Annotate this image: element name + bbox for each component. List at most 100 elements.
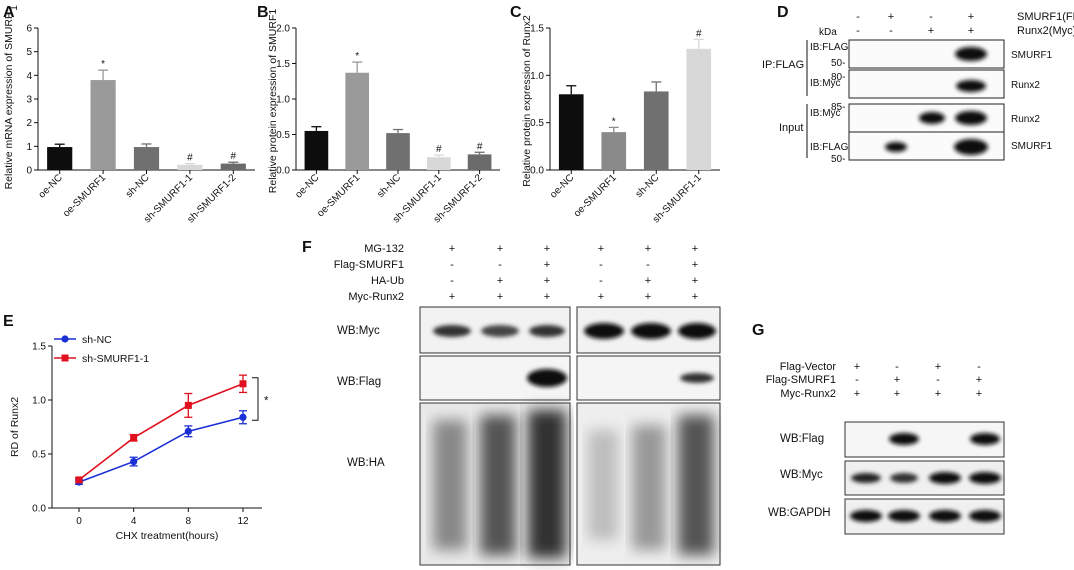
condition-sign: - [889, 25, 893, 37]
condition-sign: + [888, 11, 894, 23]
condition-label: Myc-Runx2 [348, 291, 404, 303]
y-tick-label: 3 [26, 95, 32, 106]
significance-marker: * [355, 51, 359, 62]
y-tick-label: 0.0 [32, 504, 46, 515]
condition-label: Runx2(Myc) [1017, 25, 1074, 37]
x-tick-label: oe-NC [37, 172, 65, 200]
x-axis-label: CHX treatment(hours) [116, 530, 219, 542]
condition-sign: + [449, 243, 455, 255]
band [956, 80, 986, 92]
bar [601, 132, 627, 170]
panel-letter-c: C [510, 4, 522, 21]
blot-d-kda-3: 85- [831, 102, 845, 113]
legend-label: sh-SMURF1-1 [82, 353, 149, 365]
band [919, 112, 945, 124]
condition-sign: + [928, 25, 934, 37]
condition-sign: + [968, 11, 974, 23]
condition-label: MG-132 [364, 243, 404, 255]
x-tick-label: 0 [76, 516, 82, 527]
condition-sign: + [854, 388, 860, 400]
condition-sign: + [598, 291, 604, 303]
band [890, 473, 918, 483]
y-tick-label: 2 [26, 118, 32, 129]
condition-sign: + [598, 243, 604, 255]
condition-sign: + [645, 243, 651, 255]
condition-sign: + [497, 291, 503, 303]
band [851, 473, 881, 483]
kda-label: kDa [819, 27, 837, 38]
significance-marker: * [101, 59, 105, 70]
legend-marker [61, 335, 69, 343]
panel-letter-a: A [3, 4, 15, 21]
y-tick-label: 0.5 [276, 130, 290, 141]
significance-bracket [252, 377, 259, 421]
condition-label: Flag-Vector [780, 361, 837, 373]
condition-sign: - [856, 11, 860, 23]
condition-sign: + [692, 291, 698, 303]
y-tick-label: 2.0 [276, 24, 290, 35]
band [929, 472, 961, 484]
band [955, 47, 987, 61]
condition-sign: - [855, 374, 859, 386]
blot-panel-f: MG-132 + + + + + + Flag-SMURF1 - - + - - + HA-Ub - + + - + +… [334, 243, 721, 566]
blot-d-protein-3: Runx2 [1011, 114, 1040, 125]
data-point [184, 427, 192, 435]
band [680, 373, 714, 383]
data-point [239, 413, 247, 421]
condition-sign: - [450, 259, 454, 271]
x-tick-label: 8 [186, 516, 192, 527]
blot-d-conditions: SMURF1(FLAG) - + - + Runx2(Myc) - - + + [856, 11, 1074, 37]
condition-sign: + [544, 275, 550, 287]
y-tick-label: 1.0 [530, 71, 544, 82]
x-tick-label: oe-NC [293, 172, 321, 200]
band [929, 510, 961, 522]
condition-label: SMURF1(FLAG) [1017, 11, 1074, 23]
data-point [130, 457, 138, 466]
bar [345, 72, 370, 170]
condition-sign: + [544, 243, 550, 255]
significance-marker: * [612, 116, 616, 127]
blot-g-row-label-gapdh: WB:GAPDH [768, 507, 831, 519]
y-tick-label: 1.0 [276, 95, 290, 106]
condition-sign: - [646, 259, 650, 271]
condition-sign: + [894, 388, 900, 400]
line-chart-e: 0.0 0.5 1.0 1.5 0 4 8 12 CHX treatment(hours) RD … [9, 334, 269, 542]
blot-d-protein-1: SMURF1 [1011, 50, 1053, 61]
y-tick-label: 0.0 [530, 166, 544, 177]
condition-sign: + [935, 388, 941, 400]
band [850, 510, 882, 522]
condition-sign: - [895, 361, 899, 373]
y-tick-label: 0.5 [32, 450, 46, 461]
y-tick-label: 0.0 [276, 166, 290, 177]
panel-letter-g: G [752, 322, 764, 339]
data-point [75, 476, 83, 484]
y-tick-label: 4 [26, 71, 32, 82]
condition-sign: + [497, 243, 503, 255]
series-line [78, 383, 244, 481]
y-tick-label: 1 [26, 142, 32, 153]
ubiquitin-smear [632, 425, 666, 550]
significance-marker: # [477, 141, 483, 152]
bar [467, 154, 492, 170]
condition-label: HA-Ub [371, 275, 404, 287]
blot-d-protein-2: Runx2 [1011, 80, 1040, 91]
band [584, 323, 624, 339]
condition-sign: + [854, 361, 860, 373]
blot-f-row-label-ha: WB:HA [347, 457, 385, 469]
condition-sign: - [936, 374, 940, 386]
x-tick-label: sh-NC [634, 172, 662, 200]
blot-d-protein-4: SMURF1 [1011, 141, 1053, 152]
condition-sign: - [450, 275, 454, 287]
condition-label: Flag-SMURF1 [334, 259, 404, 271]
condition-sign: + [645, 275, 651, 287]
blot-f-row-label-myc: WB:Myc [337, 325, 380, 337]
y-tick-label: 5 [26, 47, 32, 58]
ubiquitin-smear [588, 430, 618, 540]
series-line [78, 416, 244, 483]
data-point [239, 380, 247, 388]
condition-sign: + [976, 388, 982, 400]
bar [686, 48, 712, 170]
ubiquitin-smear [480, 415, 516, 555]
y-axis-label: Relative protein expression of Runx2 [521, 15, 533, 187]
panel-letter-d: D [777, 4, 789, 21]
